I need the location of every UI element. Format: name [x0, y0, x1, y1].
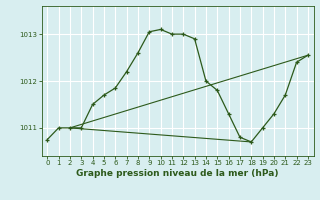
- X-axis label: Graphe pression niveau de la mer (hPa): Graphe pression niveau de la mer (hPa): [76, 169, 279, 178]
